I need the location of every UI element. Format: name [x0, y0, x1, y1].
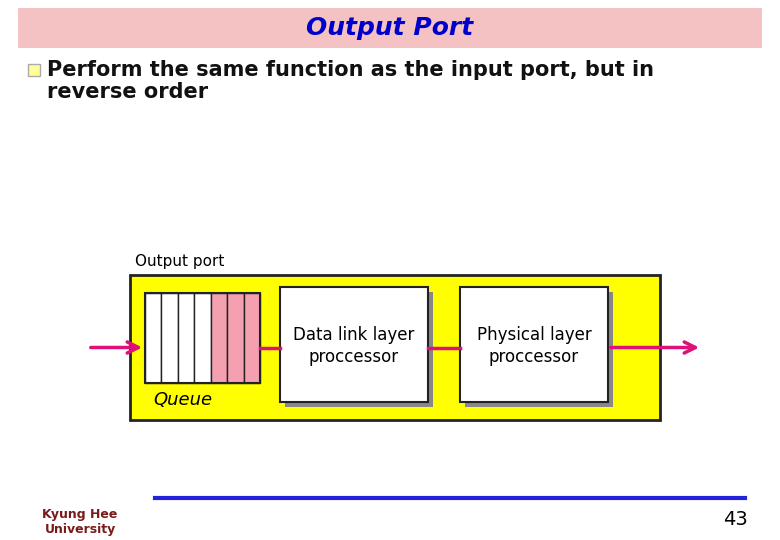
FancyBboxPatch shape: [227, 293, 243, 383]
FancyBboxPatch shape: [161, 293, 178, 383]
FancyBboxPatch shape: [18, 8, 762, 48]
FancyBboxPatch shape: [460, 287, 608, 402]
FancyBboxPatch shape: [285, 292, 433, 407]
FancyBboxPatch shape: [243, 293, 260, 383]
FancyBboxPatch shape: [194, 293, 211, 383]
Text: 43: 43: [723, 510, 748, 529]
Text: reverse order: reverse order: [47, 82, 208, 102]
Text: Data link layer: Data link layer: [293, 326, 415, 343]
FancyBboxPatch shape: [145, 293, 161, 383]
Text: proccessor: proccessor: [309, 348, 399, 366]
FancyBboxPatch shape: [280, 287, 428, 402]
Text: Output port: Output port: [135, 254, 225, 269]
Text: Output Port: Output Port: [307, 16, 473, 40]
FancyBboxPatch shape: [465, 292, 613, 407]
Text: Kyung Hee
University: Kyung Hee University: [42, 508, 118, 536]
Text: proccessor: proccessor: [489, 348, 579, 366]
FancyBboxPatch shape: [130, 275, 660, 420]
Text: Physical layer: Physical layer: [477, 326, 591, 343]
Text: Perform the same function as the input port, but in: Perform the same function as the input p…: [47, 60, 654, 80]
FancyBboxPatch shape: [178, 293, 194, 383]
Text: Queue: Queue: [153, 391, 212, 409]
FancyBboxPatch shape: [211, 293, 227, 383]
FancyBboxPatch shape: [28, 64, 40, 76]
